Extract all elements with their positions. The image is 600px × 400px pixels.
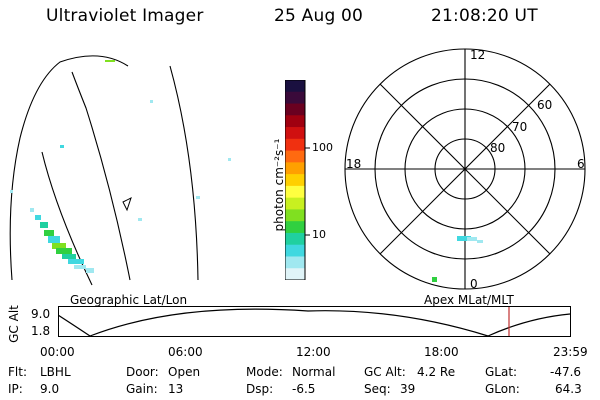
altitude-chart (58, 306, 571, 337)
color-scale-band (285, 91, 305, 105)
filter-value: LBHL (40, 365, 71, 379)
mode-value: Normal (292, 365, 336, 379)
altitude-y-tick-min: 1.8 (31, 324, 51, 338)
ip-label: IP: (8, 382, 23, 396)
grid-line-3 (169, 65, 199, 281)
color-scale-unit-label: photon cm⁻²s⁻¹ (272, 138, 286, 232)
glon-label: GLon: (485, 382, 520, 396)
color-scale-band (285, 115, 305, 128)
header-time: 21:08:20 UT (431, 6, 538, 26)
color-scale-band (285, 256, 305, 269)
grid-line-2 (71, 71, 131, 281)
geographic-grid-lines (9, 55, 199, 286)
color-scale-band (285, 150, 305, 163)
lat-label-70: 70 (512, 120, 528, 134)
glat-value: -47.6 (550, 365, 582, 379)
color-scale-band (285, 127, 305, 140)
mlt-label-6: 6 (577, 157, 585, 171)
altitude-x-tick-0: 00:00 (40, 345, 75, 359)
gain-value: 13 (168, 382, 184, 396)
glon-value: 64.3 (555, 382, 582, 396)
header-date: 25 Aug 00 (274, 6, 364, 26)
gc-alt-label: GC Alt: (364, 365, 406, 379)
mlt-label-18: 18 (346, 157, 362, 171)
color-scale-band (285, 162, 305, 175)
altitude-x-tick-3: 18:00 (424, 345, 459, 359)
polar-grid (344, 48, 586, 290)
gain-label: Gain: (126, 382, 158, 396)
mlt-label-0: 0 (470, 277, 478, 291)
color-scale-band (285, 232, 305, 246)
color-scale-band (285, 138, 305, 152)
altitude-curve (58, 308, 571, 337)
color-scale-tick-100: 100 (312, 141, 333, 154)
dsp-value: -6.5 (292, 382, 316, 396)
door-value: Open (168, 365, 201, 379)
polar-mlt-plot (344, 48, 586, 290)
color-scale-bar (285, 80, 305, 280)
glat-label: GLat: (485, 365, 518, 379)
color-scale-gradient (285, 80, 305, 280)
color-scale-tick-10: 10 (312, 228, 326, 241)
seq-label: Seq: (364, 382, 391, 396)
gc-alt-value: 4.2 Re (417, 365, 456, 379)
lat-label-80: 80 (490, 141, 506, 155)
geographic-caption: Geographic Lat/Lon (70, 293, 188, 307)
door-label: Door: (126, 365, 159, 379)
color-scale-band (285, 244, 305, 257)
altitude-x-tick-4: 23:59 (553, 345, 588, 359)
uv-image-panel (9, 55, 231, 286)
color-scale-band (285, 174, 305, 187)
aurora-emission-specks (10, 60, 231, 273)
ip-value: 9.0 (40, 382, 60, 396)
color-scale-band (285, 221, 305, 234)
lat-label-60: 60 (537, 98, 553, 112)
dsp-label: Dsp: (246, 382, 274, 396)
altitude-chart-frame (58, 306, 571, 337)
altitude-x-tick-1: 06:00 (168, 345, 203, 359)
grid-line-outer (9, 55, 129, 281)
altitude-y-tick-max: 9.0 (31, 307, 51, 321)
color-scale-band (285, 185, 305, 199)
mode-label: Mode: (246, 365, 283, 379)
spacecraft-marker-icon (122, 197, 132, 212)
color-scale-band (285, 80, 305, 93)
app-title: Ultraviolet Imager (46, 6, 204, 26)
altitude-x-tick-2: 12:00 (296, 345, 331, 359)
filter-label: Flt: (8, 365, 27, 379)
color-scale-ticks (285, 80, 310, 280)
color-scale-band (285, 209, 305, 222)
color-scale-band (285, 268, 305, 280)
altitude-axis-label: GC Alt (7, 305, 21, 343)
polar-emission-specks (432, 236, 483, 282)
color-scale-band (285, 197, 305, 210)
apex-caption: Apex MLat/MLT (424, 293, 514, 307)
seq-value: 39 (400, 382, 416, 396)
mlt-label-12: 12 (470, 48, 486, 62)
color-scale-band (285, 103, 305, 116)
